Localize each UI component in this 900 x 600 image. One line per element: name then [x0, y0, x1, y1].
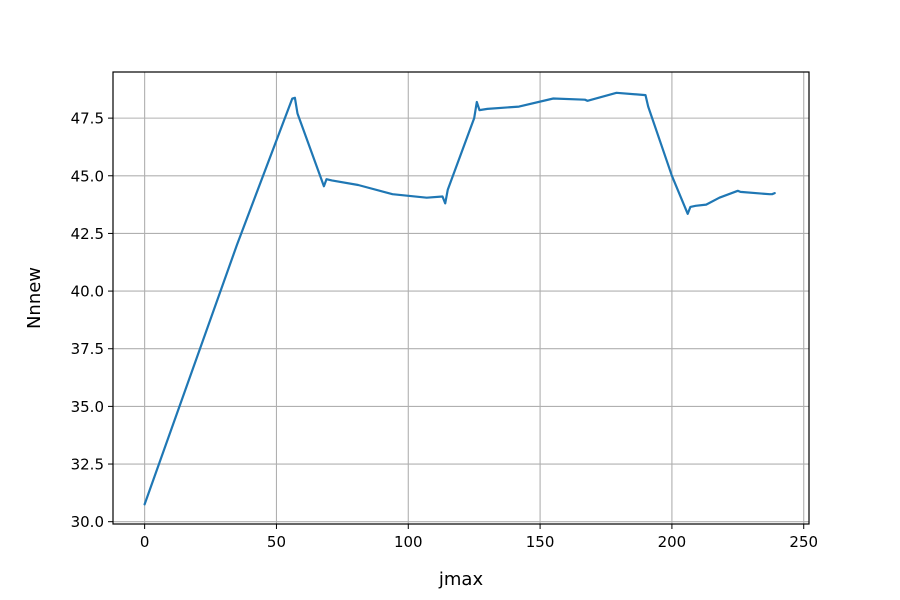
series-group: [143, 91, 776, 506]
grid: [113, 72, 809, 524]
x-axis-label: jmax: [438, 569, 484, 590]
x-tick-label: 100: [394, 533, 423, 551]
x-tick-label: 250: [789, 533, 818, 551]
y-tick-label: 42.5: [71, 225, 104, 243]
y-tick-label: 37.5: [71, 340, 104, 358]
x-tick-label: 0: [140, 533, 150, 551]
y-tick-label: 45.0: [71, 167, 104, 185]
y-tick-label: 35.0: [71, 398, 104, 416]
x-tick-label: 150: [526, 533, 555, 551]
y-tick-label: 32.5: [71, 456, 104, 474]
x-axis-ticks: 0 50 100 150 200 250: [140, 524, 818, 551]
x-tick-label: 200: [658, 533, 687, 551]
y-tick-label: 40.0: [71, 283, 104, 301]
y-axis-label: Nnnew: [24, 267, 45, 329]
y-axis-ticks: 30.0 32.5 35.0 37.5 40.0 42.5 45.0 47.5: [71, 110, 113, 531]
plot-frame: [112, 71, 810, 525]
x-tick-label: 50: [267, 533, 286, 551]
series-line: [143, 91, 776, 506]
y-tick-label: 47.5: [71, 110, 104, 128]
y-tick-label: 30.0: [71, 513, 104, 531]
